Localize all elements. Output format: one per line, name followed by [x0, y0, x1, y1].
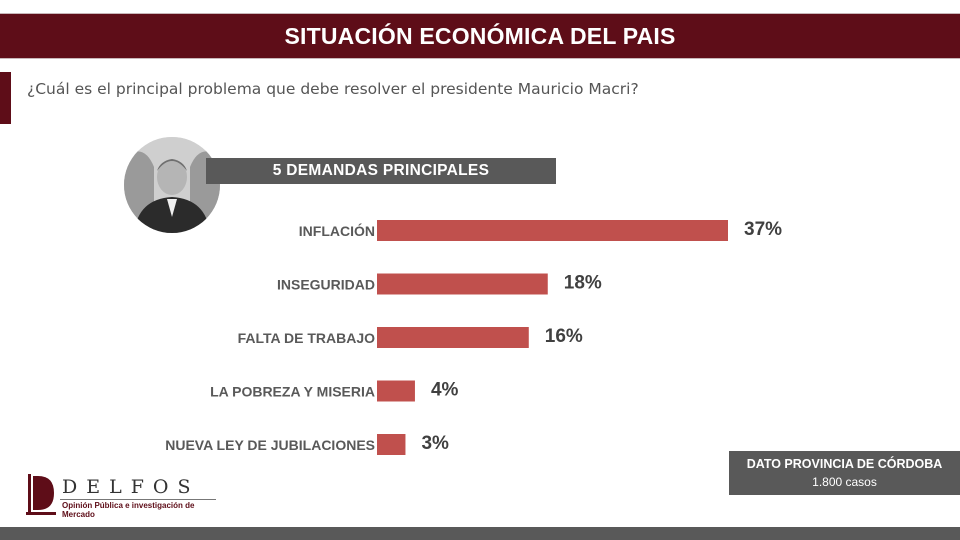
survey-question: ¿Cuál es el principal problema que debe … — [27, 80, 639, 98]
category-label: LA POBREZA Y MISERIA — [210, 384, 375, 400]
page-title: SITUACIÓN ECONÓMICA DEL PAIS — [284, 22, 676, 49]
logo-tagline: Opinión Pública e investigación de Merca… — [62, 501, 195, 519]
question-accent — [0, 72, 11, 124]
bar — [377, 273, 548, 295]
source-box: DATO PROVINCIA DE CÓRDOBA 1.800 casos — [729, 451, 960, 495]
value-label: 3% — [421, 433, 449, 454]
delfos-logo: DELFOS Opinión Pública e investigación d… — [26, 472, 226, 519]
bar — [377, 220, 728, 241]
category-label: FALTA DE TRABAJO — [238, 330, 376, 346]
value-label: 18% — [564, 273, 602, 294]
value-label: 16% — [545, 326, 583, 347]
bar — [377, 380, 415, 402]
value-label: 4% — [431, 380, 459, 401]
bar — [377, 434, 406, 455]
category-label: INSEGURIDAD — [277, 277, 375, 293]
source-region: DATO PROVINCIA DE CÓRDOBA — [746, 457, 943, 471]
logo-name: DELFOS — [62, 476, 200, 498]
category-label: NUEVA LEY DE JUBILACIONES — [165, 437, 375, 453]
bar — [377, 327, 529, 348]
delfos-logo-mark — [26, 474, 56, 515]
value-label: 37% — [744, 219, 782, 240]
logo-divider — [60, 499, 216, 500]
title-bar: SITUACIÓN ECONÓMICA DEL PAIS — [0, 13, 960, 59]
footer-bar — [0, 527, 960, 540]
chart-subtitle: 5 DEMANDAS PRINCIPALES — [206, 158, 556, 184]
source-sample: 1.800 casos — [812, 475, 877, 489]
president-portrait — [124, 137, 220, 233]
category-label: INFLACIÓN — [299, 222, 375, 239]
